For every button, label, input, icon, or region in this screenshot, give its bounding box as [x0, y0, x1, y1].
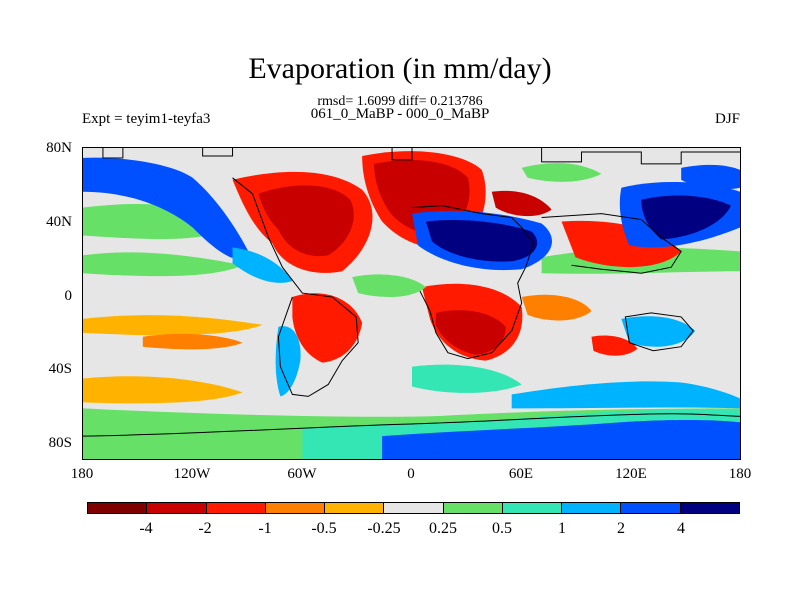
field-region: [232, 247, 293, 283]
y-tick-label: 80S: [48, 435, 72, 451]
colorbar-swatch: [443, 503, 503, 513]
field-region: [591, 335, 638, 356]
field-region: [561, 220, 682, 268]
coastline: [411, 205, 535, 360]
colorbar-swatch: [206, 503, 266, 513]
stats-line: rmsd= 1.6099 diff= 0.213786: [317, 94, 483, 109]
y-tick-label: 0: [64, 288, 73, 304]
colorbar-label: 4: [677, 520, 685, 537]
field-region: [435, 310, 506, 355]
field-region: [382, 419, 740, 459]
subtitle: 061_0_MaBP - 000_0_MaBP: [310, 106, 490, 122]
colorbar: [87, 502, 740, 514]
field-region: [521, 294, 592, 321]
coastline: [624, 312, 694, 352]
field-region: [621, 316, 696, 347]
season-label: DJF: [714, 111, 740, 127]
field-region: [511, 381, 740, 409]
x-tick-label: 60E: [508, 466, 534, 482]
x-tick-label: 0: [407, 466, 415, 482]
colorbar-label: 2: [617, 520, 625, 537]
field-region: [641, 195, 732, 240]
experiment-label: Expt = teyim1-teyfa3: [82, 111, 211, 127]
field-region: [292, 293, 363, 363]
y-tick-label: 40S: [48, 361, 72, 377]
x-tick-label: 120E: [615, 466, 647, 482]
colorbar-swatch: [502, 503, 563, 513]
y-tick-label: 40N: [46, 214, 72, 230]
colorbar-label: -4: [139, 520, 153, 537]
field-region: [681, 164, 740, 190]
field-region: [411, 364, 522, 393]
colorbar-swatch: [562, 503, 622, 513]
colorbar-label: 0.5: [492, 520, 512, 537]
field-region: [83, 376, 243, 404]
colorbar-label: -0.5: [311, 520, 337, 537]
colorbar-swatch: [621, 503, 681, 513]
colorbar-swatch: [265, 503, 326, 513]
colorbar-swatch: [680, 503, 739, 513]
x-tick-label: 120W: [173, 466, 211, 482]
field-region: [352, 274, 426, 297]
field-region: [425, 220, 538, 262]
field-region: [491, 190, 552, 217]
field-region: [83, 252, 243, 277]
field-region: [142, 333, 243, 350]
map-title: Evaporation (in mm/day): [248, 52, 552, 85]
colorbar-label: 0.25: [429, 520, 457, 537]
field-region: [275, 326, 301, 397]
x-tick-label: 180: [70, 466, 94, 482]
field-region: [258, 185, 354, 257]
x-tick-label: 60W: [287, 466, 317, 482]
field-region: [83, 315, 263, 336]
coastline: [232, 177, 359, 397]
coastline: [541, 213, 682, 274]
y-tick-label: 80N: [46, 140, 72, 156]
colorbar-swatch: [147, 503, 207, 513]
colorbar-swatch: [88, 503, 148, 513]
colorbar-label: 1: [558, 520, 566, 537]
coastline: [102, 148, 740, 165]
evaporation-map: [82, 147, 741, 460]
colorbar-label: -0.25: [367, 520, 401, 537]
field-region: [521, 163, 602, 182]
colorbar-label: -1: [258, 520, 272, 537]
colorbar-swatch: [384, 503, 444, 513]
colorbar-label: -2: [198, 520, 212, 537]
colorbar-swatch: [325, 503, 385, 513]
field-region: [83, 157, 253, 261]
x-tick-label: 180: [728, 466, 752, 482]
coastline: [83, 413, 740, 437]
